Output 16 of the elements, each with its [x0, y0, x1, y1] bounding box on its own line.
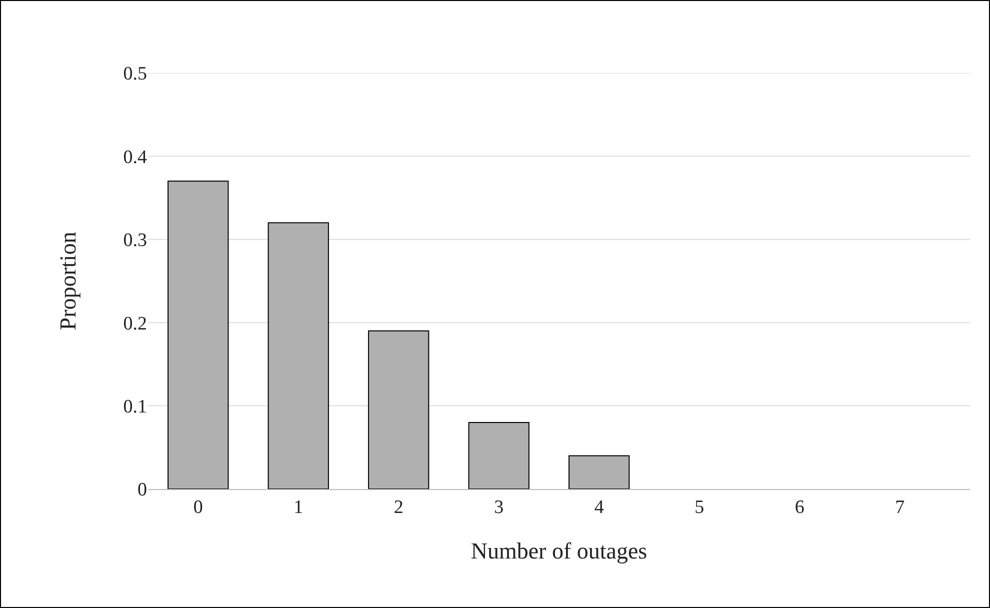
x-tick-label: 5 — [694, 496, 704, 518]
y-tick-label: 0.4 — [123, 146, 148, 168]
y-tick-label: 0 — [138, 480, 147, 501]
x-tick-label: 7 — [895, 496, 905, 518]
x-tick-label: 3 — [494, 496, 504, 518]
y-axis-title: Proportion — [56, 231, 81, 330]
x-tick-label: 1 — [294, 496, 304, 518]
y-tick-label: 0.1 — [123, 396, 147, 418]
x-tick-label: 2 — [394, 496, 404, 518]
y-tick-label: 0.2 — [123, 313, 147, 334]
x-tick-label: 4 — [594, 496, 604, 518]
x-axis-title: Number of outages — [470, 538, 648, 564]
x-tick-label: 0 — [193, 496, 203, 518]
x-tick-label: 6 — [794, 496, 804, 518]
y-tick-label: 0.5 — [123, 64, 147, 85]
y-tick-label: 0.3 — [123, 230, 147, 252]
